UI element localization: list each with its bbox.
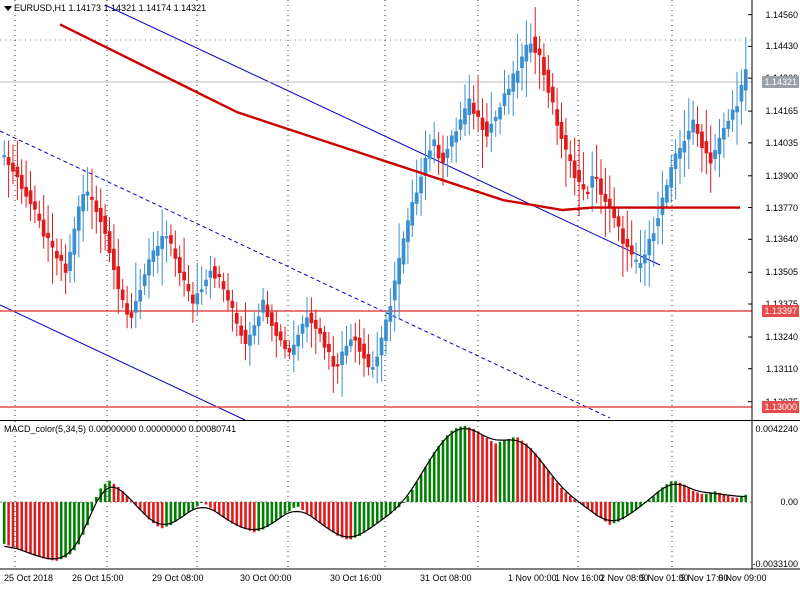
panel-divider [0, 420, 800, 421]
x-tick-label: 1 Nov 16:00 [555, 573, 604, 583]
x-tick-label: 6 Nov 09:00 [718, 573, 767, 583]
price-tick-label: 1.14165 [765, 106, 798, 117]
symbol-header-text: EURUSD,H1 1.14173 1.14321 1.14174 1.1432… [14, 3, 207, 13]
price-axis-ticks [748, 14, 752, 403]
x-tick-label: 26 Oct 15:00 [72, 573, 124, 583]
price-tick-label: 1.14430 [765, 41, 798, 52]
x-tick-label: 5 Nov 01:00 [640, 573, 689, 583]
x-tick-label: 25 Oct 2018 [4, 573, 54, 583]
symbol-header: EURUSD,H1 1.14173 1.14321 1.14174 1.1432… [4, 3, 206, 13]
trendlines [0, 4, 661, 420]
macd-panel[interactable]: MACD_color(5,34,5) 0.00000000 0.00000000… [0, 421, 800, 600]
price-tick-label: 1.14035 [765, 137, 798, 148]
x-tick-label: 1 Nov 00:00 [508, 573, 557, 583]
price-tick-label: 1.13770 [765, 202, 798, 213]
moving-average-line [59, 23, 740, 212]
price-chart-svg [0, 0, 753, 420]
level-tag-2: 1.13000 [762, 401, 799, 413]
price-chart-panel[interactable]: EURUSD,H1 1.14173 1.14321 1.14174 1.1432… [0, 0, 800, 420]
macd-header-text: MACD_color(5,34,5) 0.00000000 0.00000000… [4, 424, 237, 434]
price-tick-label: 1.13375 [765, 299, 798, 309]
x-tick-label: 2 Nov 08:00 [600, 573, 649, 583]
current-price-tag: 1.14321 [762, 76, 799, 88]
x-tick-label: 31 Oct 08:00 [420, 573, 472, 583]
triangle-down-icon[interactable] [4, 6, 12, 12]
price-tick-label: 1.13640 [765, 234, 798, 245]
price-tick-label: 1.13240 [765, 331, 798, 342]
macd-tick-bottom: -0.0033100 [752, 559, 798, 569]
x-tick-label: 29 Oct 08:00 [152, 573, 204, 583]
macd-signal-line [4, 427, 746, 560]
candlestick-series [2, 7, 748, 397]
price-tick-label: 1.13110 [766, 363, 798, 374]
macd-header: MACD_color(5,34,5) 0.00000000 0.00000000… [4, 424, 236, 434]
macd-svg [0, 421, 800, 570]
macd-tick-zero: 0.00 [780, 497, 798, 507]
vertical-gridlines [14, 0, 673, 420]
x-tick-label: 30 Oct 16:00 [330, 573, 382, 583]
x-tick-label: 30 Oct 00:00 [240, 573, 292, 583]
price-tick-label: 1.14560 [765, 9, 798, 20]
macd-tick-top: 0.0042240 [755, 424, 798, 434]
level-tag-1: 1.13397 [762, 305, 799, 317]
price-tick-label: 1.13505 [765, 267, 798, 278]
x-tick-label: 5 Nov 17:00 [680, 573, 729, 583]
macd-histogram [2, 425, 748, 561]
price-tick-label: 1.13900 [765, 170, 798, 181]
